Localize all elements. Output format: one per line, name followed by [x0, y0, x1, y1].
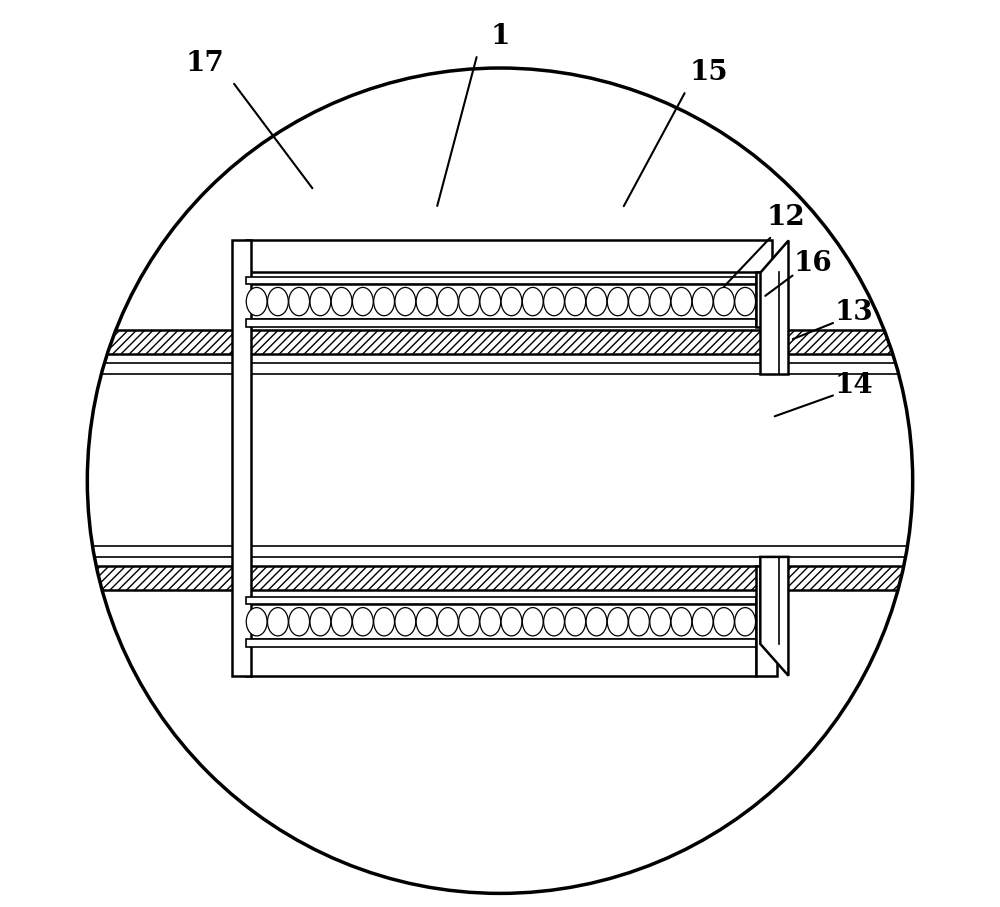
Ellipse shape	[522, 608, 543, 636]
Ellipse shape	[607, 608, 628, 636]
Ellipse shape	[565, 288, 586, 316]
Bar	[246, 277, 756, 284]
Ellipse shape	[671, 288, 692, 316]
Ellipse shape	[437, 288, 458, 316]
Bar	[246, 644, 756, 676]
Ellipse shape	[374, 608, 395, 636]
Circle shape	[87, 68, 913, 893]
Ellipse shape	[501, 288, 522, 316]
Text: 14: 14	[834, 372, 873, 399]
Bar	[87, 566, 913, 590]
Ellipse shape	[671, 608, 692, 636]
Ellipse shape	[289, 608, 310, 636]
Ellipse shape	[480, 608, 501, 636]
Ellipse shape	[629, 608, 649, 636]
Ellipse shape	[692, 288, 713, 316]
Ellipse shape	[459, 288, 479, 316]
Ellipse shape	[480, 288, 501, 316]
Ellipse shape	[629, 288, 649, 316]
Ellipse shape	[310, 288, 331, 316]
Ellipse shape	[544, 288, 564, 316]
Ellipse shape	[714, 608, 734, 636]
Ellipse shape	[607, 288, 628, 316]
Ellipse shape	[267, 288, 288, 316]
Bar	[87, 330, 913, 354]
Bar	[756, 272, 777, 327]
Text: 16: 16	[794, 249, 832, 277]
Ellipse shape	[331, 288, 352, 316]
Ellipse shape	[501, 608, 522, 636]
Ellipse shape	[352, 288, 373, 316]
Bar	[246, 639, 756, 647]
Text: 15: 15	[689, 59, 728, 86]
Ellipse shape	[395, 608, 416, 636]
Bar	[756, 566, 777, 676]
Text: 17: 17	[186, 50, 225, 77]
Bar	[246, 604, 756, 639]
Text: 12: 12	[766, 204, 805, 231]
Ellipse shape	[650, 288, 671, 316]
Ellipse shape	[586, 288, 607, 316]
Text: 13: 13	[834, 299, 873, 327]
Ellipse shape	[246, 608, 267, 636]
Ellipse shape	[416, 608, 437, 636]
Ellipse shape	[331, 608, 352, 636]
Ellipse shape	[586, 608, 607, 636]
Ellipse shape	[714, 288, 734, 316]
Ellipse shape	[692, 608, 713, 636]
Ellipse shape	[374, 288, 395, 316]
Polygon shape	[760, 557, 788, 676]
Ellipse shape	[437, 608, 458, 636]
Ellipse shape	[246, 288, 267, 316]
Ellipse shape	[395, 288, 416, 316]
Ellipse shape	[735, 288, 756, 316]
Ellipse shape	[522, 288, 543, 316]
Ellipse shape	[544, 608, 564, 636]
Bar	[246, 284, 756, 319]
Text: 1: 1	[490, 23, 510, 50]
Bar	[246, 597, 756, 604]
Ellipse shape	[352, 608, 373, 636]
Bar	[246, 319, 756, 327]
Polygon shape	[760, 240, 788, 374]
Ellipse shape	[416, 288, 437, 316]
Ellipse shape	[565, 608, 586, 636]
Ellipse shape	[735, 608, 756, 636]
Ellipse shape	[650, 608, 671, 636]
Ellipse shape	[459, 608, 479, 636]
Ellipse shape	[267, 608, 288, 636]
Bar	[246, 240, 772, 272]
Bar	[232, 240, 251, 676]
Ellipse shape	[289, 288, 310, 316]
Ellipse shape	[310, 608, 331, 636]
